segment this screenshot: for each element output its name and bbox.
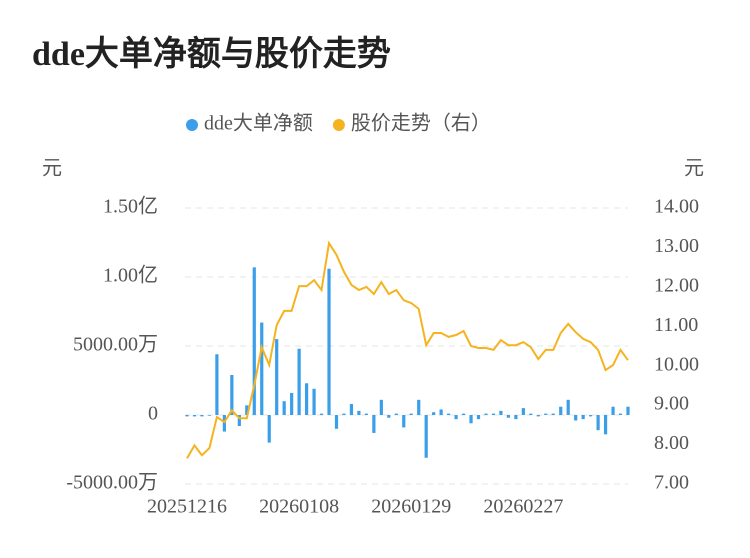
bar bbox=[200, 415, 204, 417]
bar bbox=[476, 415, 481, 420]
bar bbox=[409, 413, 413, 415]
bar bbox=[252, 267, 256, 415]
y-unit: 元 bbox=[42, 158, 62, 180]
bar bbox=[439, 409, 443, 415]
x-tick-label: 20260227 bbox=[483, 496, 563, 518]
bar bbox=[469, 415, 473, 424]
bar bbox=[603, 415, 608, 435]
bar bbox=[402, 415, 406, 428]
bar bbox=[304, 383, 309, 415]
bar bbox=[260, 322, 264, 415]
legend-marker bbox=[332, 119, 345, 131]
chart-title: dde大单净额与股价走势 bbox=[32, 35, 391, 73]
bar bbox=[215, 354, 219, 415]
bar bbox=[581, 415, 585, 420]
bar bbox=[185, 415, 189, 417]
x-tick-label: 20260108 bbox=[259, 496, 339, 518]
bar bbox=[544, 413, 548, 415]
y2-tick-label: 13.00 bbox=[654, 235, 699, 257]
bar bbox=[536, 415, 540, 417]
bar bbox=[566, 399, 570, 415]
bar bbox=[484, 413, 488, 415]
x-tick-label: 20260129 bbox=[371, 496, 451, 518]
y2-tick-label: 9.00 bbox=[654, 393, 689, 415]
bar bbox=[424, 415, 428, 458]
bar bbox=[275, 339, 279, 415]
bar bbox=[618, 413, 623, 415]
y2-tick-label: 12.00 bbox=[654, 274, 699, 296]
y-tick-label: 1.50亿 bbox=[103, 195, 158, 218]
legend-marker bbox=[186, 119, 198, 131]
bar bbox=[417, 399, 421, 415]
price-line bbox=[186, 240, 629, 459]
bar bbox=[282, 401, 286, 415]
bar bbox=[342, 413, 346, 415]
bar bbox=[237, 415, 241, 427]
y-tick-label: 1.00亿 bbox=[103, 264, 158, 287]
bar bbox=[551, 413, 555, 415]
bar bbox=[559, 406, 563, 415]
legend-label: 股价走势（右） bbox=[351, 112, 491, 135]
bar bbox=[394, 413, 398, 415]
bar bbox=[461, 413, 466, 415]
bar bbox=[514, 415, 518, 420]
y2-tick-label: 14.00 bbox=[654, 196, 699, 218]
bar bbox=[454, 415, 458, 420]
bar bbox=[432, 412, 436, 415]
bar bbox=[364, 413, 368, 415]
bar bbox=[327, 268, 331, 415]
bar bbox=[626, 406, 630, 415]
legend-label: dde大单净额 bbox=[204, 112, 313, 135]
bar bbox=[491, 413, 496, 415]
bar bbox=[334, 415, 339, 429]
bar bbox=[319, 413, 324, 415]
bar bbox=[589, 415, 593, 417]
y2-tick-label: 10.00 bbox=[654, 353, 699, 375]
y2-tick-label: 7.00 bbox=[654, 472, 689, 494]
bar bbox=[611, 406, 615, 415]
y-tick-label: -5000.00万 bbox=[66, 472, 158, 494]
bar bbox=[529, 413, 533, 415]
bar bbox=[372, 415, 376, 433]
y2-tick-label: 11.00 bbox=[654, 314, 698, 336]
bar bbox=[192, 415, 197, 417]
bar bbox=[349, 403, 354, 415]
y-tick-label: 0 bbox=[148, 403, 158, 425]
bar bbox=[379, 399, 383, 415]
y2-tick-label: 8.00 bbox=[654, 432, 689, 454]
bar bbox=[357, 410, 361, 415]
bar bbox=[387, 415, 391, 418]
bar bbox=[297, 348, 301, 415]
bar bbox=[574, 415, 578, 421]
y2-unit: 元 bbox=[684, 158, 704, 180]
y-tick-label: 5000.00万 bbox=[73, 334, 158, 356]
bar bbox=[521, 408, 525, 415]
bar bbox=[596, 415, 600, 431]
bar bbox=[290, 392, 294, 415]
x-tick-label: 20251216 bbox=[147, 496, 227, 518]
bar bbox=[207, 415, 212, 416]
bar bbox=[506, 415, 511, 418]
bar bbox=[245, 405, 249, 415]
bar bbox=[230, 374, 234, 415]
bar bbox=[447, 413, 451, 415]
bar bbox=[499, 410, 503, 415]
bar bbox=[267, 415, 271, 443]
bar bbox=[312, 388, 316, 415]
